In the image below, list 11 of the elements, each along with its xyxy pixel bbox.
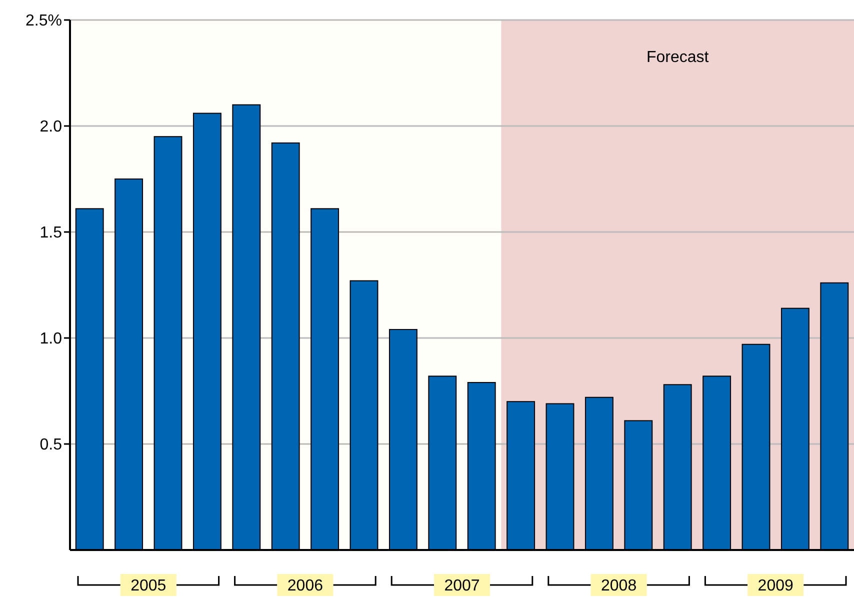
y-tick-label: 1.0 [40, 330, 62, 348]
x-tick-label: 2006 [287, 578, 324, 595]
band-label: Forecast [646, 49, 710, 66]
x-tick-label: 2008 [601, 578, 637, 595]
y-tick-label: 2.5% [26, 12, 62, 30]
x-tick-label: 2005 [130, 578, 166, 595]
y-tick-label: 2.0 [40, 118, 62, 136]
y-tick-label: 1.5 [40, 224, 62, 242]
x-tick-label: 2009 [758, 578, 794, 595]
x-tick-label: 2007 [444, 578, 480, 595]
y-tick-label: 0.5 [40, 436, 62, 454]
